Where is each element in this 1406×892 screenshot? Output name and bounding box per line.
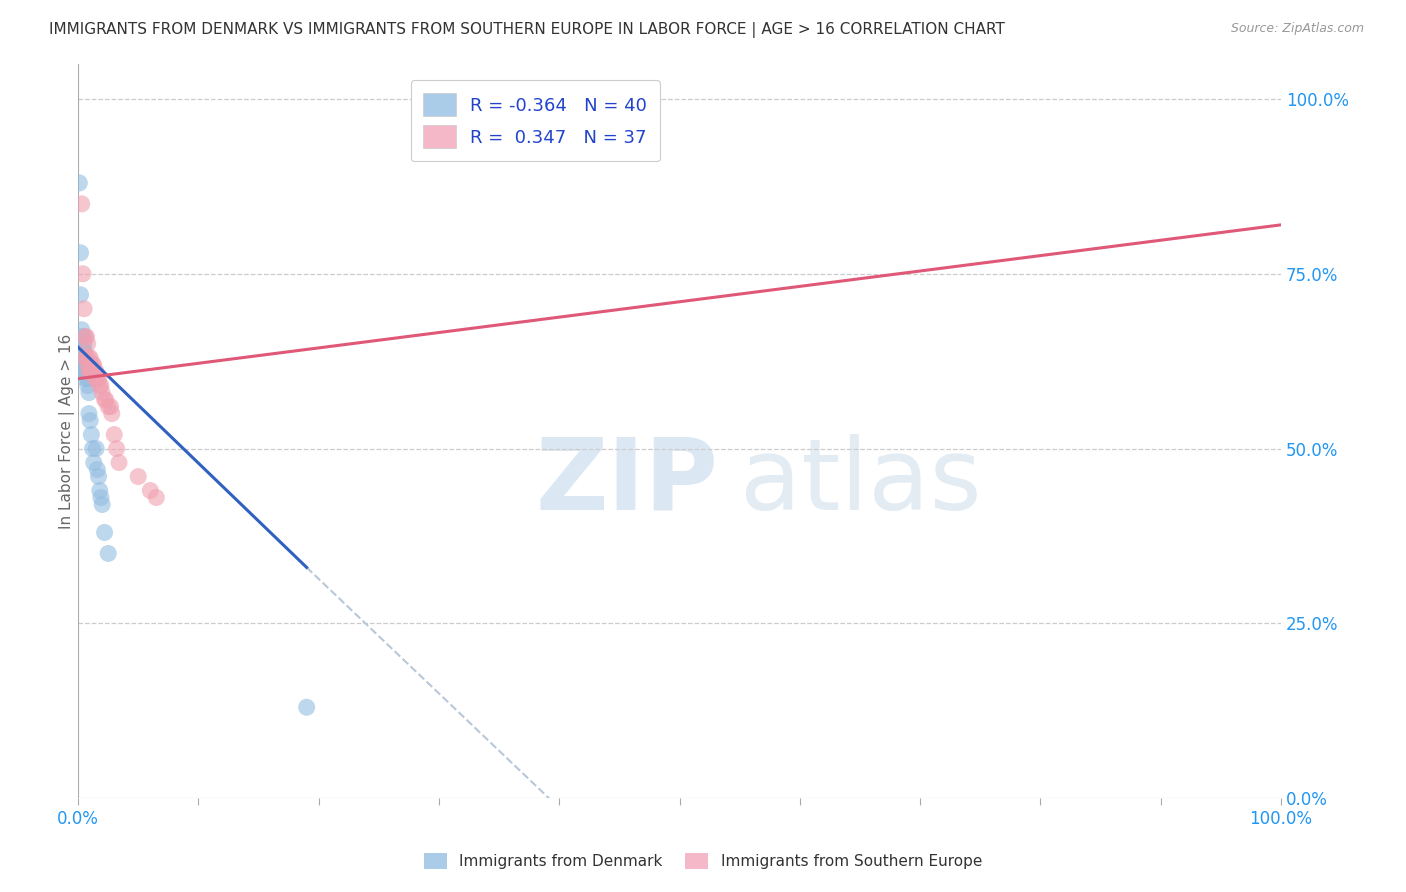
- Point: [70, 329, 93, 343]
- Point: [72, 267, 94, 281]
- Point: [84, 372, 107, 386]
- Point: [76, 336, 98, 351]
- Point: [70, 351, 93, 365]
- Point: [139, 483, 162, 498]
- Point: [72, 365, 94, 379]
- Point: [79, 414, 101, 428]
- Point: [77, 385, 100, 400]
- Point: [72, 343, 94, 358]
- Point: [75, 372, 97, 386]
- Point: [70, 323, 93, 337]
- Point: [82, 442, 104, 456]
- Point: [76, 378, 98, 392]
- Text: ZIP: ZIP: [536, 434, 718, 531]
- Point: [89, 378, 111, 392]
- Point: [72, 351, 94, 365]
- Point: [73, 336, 96, 351]
- Point: [91, 385, 114, 400]
- Point: [76, 329, 98, 343]
- Point: [73, 329, 96, 343]
- Point: [84, 365, 107, 379]
- Point: [76, 372, 98, 386]
- Point: [73, 358, 96, 372]
- Point: [77, 351, 100, 365]
- Point: [90, 491, 112, 505]
- Point: [72, 358, 94, 372]
- Point: [70, 197, 93, 211]
- Point: [79, 365, 101, 379]
- Point: [90, 378, 112, 392]
- Point: [609, 92, 631, 106]
- Text: Source: ZipAtlas.com: Source: ZipAtlas.com: [1230, 22, 1364, 36]
- Point: [295, 700, 318, 714]
- Point: [70, 336, 93, 351]
- Point: [87, 372, 110, 386]
- Point: [76, 365, 98, 379]
- Point: [84, 442, 107, 456]
- Text: atlas: atlas: [740, 434, 981, 531]
- Point: [91, 498, 114, 512]
- Point: [101, 407, 124, 421]
- Point: [70, 358, 93, 372]
- Point: [77, 365, 100, 379]
- Point: [73, 365, 96, 379]
- Point: [103, 427, 125, 442]
- Point: [75, 365, 97, 379]
- Point: [80, 365, 103, 379]
- Point: [75, 329, 97, 343]
- Point: [82, 365, 104, 379]
- Point: [73, 351, 96, 365]
- Point: [105, 442, 128, 456]
- Point: [76, 358, 98, 372]
- Point: [76, 358, 98, 372]
- Point: [93, 525, 115, 540]
- Y-axis label: In Labor Force | Age > 16: In Labor Force | Age > 16: [59, 334, 75, 529]
- Point: [145, 491, 167, 505]
- Point: [94, 392, 117, 407]
- Point: [83, 358, 105, 372]
- Point: [69, 245, 91, 260]
- Legend: Immigrants from Denmark, Immigrants from Southern Europe: Immigrants from Denmark, Immigrants from…: [418, 847, 988, 875]
- Point: [73, 343, 96, 358]
- Point: [80, 358, 103, 372]
- Point: [86, 462, 108, 476]
- Point: [97, 546, 120, 560]
- Point: [86, 372, 108, 386]
- Point: [87, 469, 110, 483]
- Point: [83, 456, 105, 470]
- Point: [75, 351, 97, 365]
- Point: [79, 351, 101, 365]
- Point: [97, 400, 120, 414]
- Point: [77, 407, 100, 421]
- Point: [108, 456, 131, 470]
- Point: [127, 469, 149, 483]
- Point: [93, 392, 115, 407]
- Point: [82, 358, 104, 372]
- Point: [67, 176, 90, 190]
- Point: [89, 483, 111, 498]
- Point: [75, 358, 97, 372]
- Point: [100, 400, 122, 414]
- Point: [76, 351, 98, 365]
- Text: IMMIGRANTS FROM DENMARK VS IMMIGRANTS FROM SOUTHERN EUROPE IN LABOR FORCE | AGE : IMMIGRANTS FROM DENMARK VS IMMIGRANTS FR…: [49, 22, 1005, 38]
- Legend: R = -0.364   N = 40, R =  0.347   N = 37: R = -0.364 N = 40, R = 0.347 N = 37: [411, 80, 659, 161]
- Point: [69, 287, 91, 301]
- Point: [73, 301, 96, 316]
- Point: [80, 427, 103, 442]
